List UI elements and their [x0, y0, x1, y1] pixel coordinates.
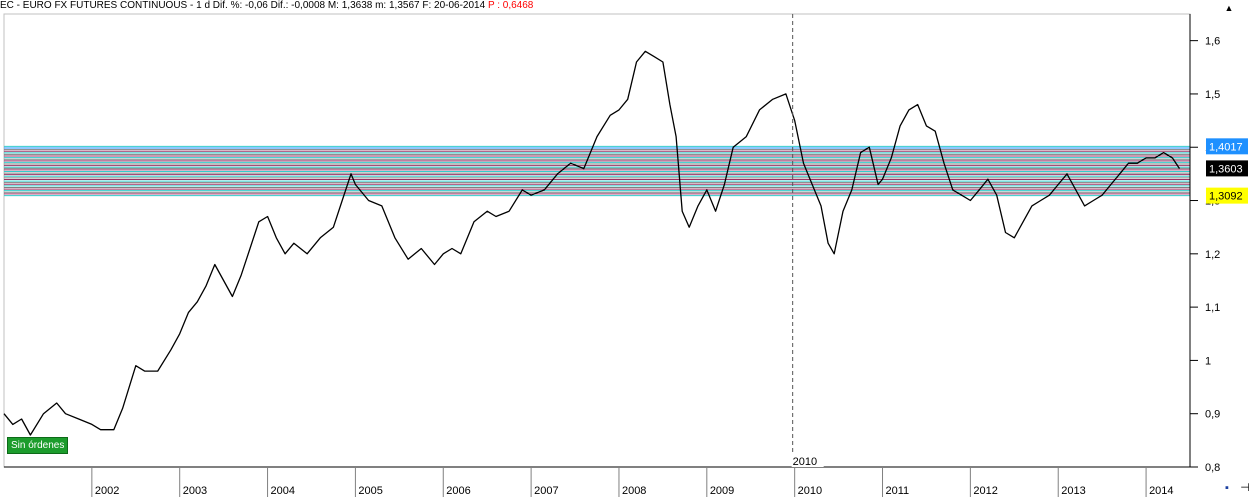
x-tick-label: 2005 — [358, 485, 382, 497]
corner-icons: ▪ ⊣ — [1220, 481, 1252, 495]
plot-area — [3, 13, 1191, 468]
axes-layer: 1,61,51,41,31,21,110,90,8200220032004200… — [4, 14, 1220, 497]
x-tick-label: 2003 — [183, 485, 207, 497]
x-tick-label: 2008 — [622, 485, 646, 497]
chart-title-bar: EC - EURO FX FUTURES CONTINUOUS - 1 d Di… — [0, 0, 1200, 12]
y-tick-label: 0,9 — [1205, 409, 1220, 421]
x-tick-label: 2012 — [973, 485, 997, 497]
grid-layer — [3, 13, 1191, 468]
price-tags: 1,4017 1,3603 1,3092 — [1206, 138, 1248, 204]
y-tick-label: 1,2 — [1205, 249, 1220, 261]
x-tick-label: 2004 — [271, 485, 295, 497]
crosshair-label-bg — [791, 455, 824, 467]
y-tick-label: 1,5 — [1205, 89, 1220, 101]
x-tick-label: 2007 — [534, 485, 558, 497]
price-tag-upper-bg — [1206, 138, 1248, 155]
crosshair: 2010 — [791, 14, 824, 468]
y-tick-label: 1 — [1205, 355, 1211, 367]
x-tick-label: 2002 — [95, 485, 119, 497]
x-tick-label: 2013 — [1061, 485, 1085, 497]
x-tick-label: 2010 — [798, 485, 822, 497]
price-tag-current: 1,3603 — [1209, 163, 1243, 175]
y-tick-label: 1,1 — [1205, 302, 1220, 314]
pin-icon[interactable]: ⊣ — [1240, 482, 1250, 494]
price-tag-current-bg — [1206, 160, 1248, 177]
status-badge: Sin órdenes — [7, 437, 69, 454]
x-tick-label: 2009 — [710, 485, 734, 497]
price-tag-lower-bg — [1206, 187, 1248, 204]
chart-title: EC - EURO FX FUTURES CONTINUOUS - 1 d Di… — [0, 0, 486, 11]
price-tag-upper: 1,4017 — [1209, 141, 1243, 153]
scroll-up-icon[interactable]: ▲ — [1224, 3, 1234, 13]
x-tick-label: 2011 — [886, 485, 910, 497]
horizontal-levels — [4, 145, 1190, 197]
x-tick-label: 2006 — [446, 485, 470, 497]
save-icon[interactable]: ▪ — [1225, 482, 1229, 494]
price-tag-lower: 1,3092 — [1209, 191, 1243, 203]
price-series-line — [3, 50, 1181, 436]
y-tick-label: 1,6 — [1205, 36, 1220, 48]
y-tick-label: 0,8 — [1205, 462, 1220, 474]
x-tick-label: 2014 — [1149, 485, 1173, 497]
price-line-layer — [3, 50, 1181, 436]
crosshair-label: 2010 — [793, 456, 817, 468]
p-value: P : 0,6468 — [487, 0, 534, 11]
